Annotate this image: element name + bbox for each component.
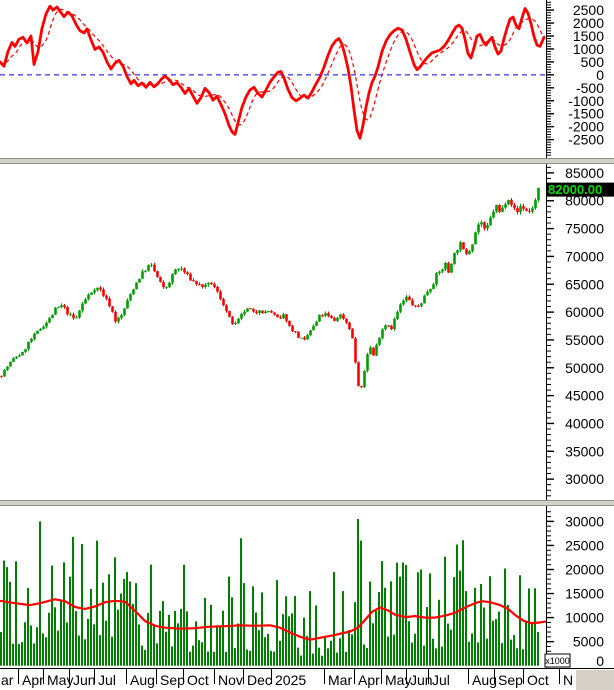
y-axis-tick-label: 45000 — [565, 388, 604, 404]
y-axis-tick-label: 25000 — [565, 537, 604, 553]
month-label: Jun — [410, 672, 433, 688]
month-label: Sep — [160, 672, 185, 688]
y-axis-tick-label: 75000 — [565, 221, 604, 237]
volume-bars — [0, 518, 539, 666]
y-axis-tick-label: 70000 — [565, 248, 604, 264]
month-tick — [126, 669, 127, 684]
month-tick — [156, 669, 157, 684]
month-label: N — [563, 672, 574, 688]
y-axis[interactable]: 25002000150010005000-500-1000-1500-2000-… — [546, 0, 605, 158]
month-tick — [183, 669, 184, 684]
month-tick — [214, 669, 215, 684]
y-axis-tick-label: 55000 — [565, 332, 604, 348]
month-tick — [523, 669, 524, 684]
month-tick — [69, 669, 70, 684]
y-axis-tick-label: 1000 — [573, 41, 604, 57]
month-label: Aug — [472, 672, 497, 688]
month-label: May — [47, 672, 74, 688]
y-axis-tick-label: 30000 — [565, 513, 604, 529]
month-tick — [494, 669, 495, 684]
y-axis-tick-label: 40000 — [565, 415, 604, 431]
last-price-badge — [546, 182, 614, 197]
x-axis-strip[interactable]: ar Apr May Jun Jul Aug Sep Oct Nov Dec 2025 Mar Apr M… — [0, 668, 614, 690]
volume-unit-box — [544, 653, 571, 668]
y-axis-tick-label: 65000 — [565, 276, 604, 292]
panel-volume[interactable]: 30000 25000 20000 15000 10000 5000 0 x1000 — [0, 506, 614, 669]
month-label: Sep — [498, 672, 523, 688]
month-tick — [94, 669, 95, 684]
y-axis-tick-label: 60000 — [565, 304, 604, 320]
y-axis-tick-label: 80000 — [565, 193, 604, 209]
panel-splitter-2[interactable] — [0, 500, 614, 506]
y-axis-tick-label: 2000 — [573, 15, 604, 31]
oscillator-signal-line — [0, 8, 545, 126]
month-label: Dec — [247, 672, 272, 688]
month-tick — [559, 669, 560, 684]
month-label: Aug — [130, 672, 155, 688]
y-axis-tick-label: -2500 — [568, 132, 604, 148]
y-axis-tick-label: 10000 — [565, 610, 604, 626]
y-axis-tick-label: 0 — [596, 67, 604, 83]
month-tick — [324, 669, 325, 684]
month-label: Apr — [358, 672, 380, 688]
panel-price[interactable]: 85000 80000 75000 70000 65000 60000 55000 50000… — [0, 164, 614, 500]
y-axis-tick-label: 30000 — [565, 471, 604, 487]
y-axis[interactable]: 85000 80000 75000 70000 65000 60000 55000 50000… — [546, 164, 605, 500]
y-axis-tick-label: -2000 — [568, 119, 604, 135]
volume-ma-line — [0, 598, 547, 641]
panel-oscillator[interactable]: 25002000150010005000-500-1000-1500-2000-… — [0, 0, 614, 158]
volume-unit-label: x1000 — [545, 656, 570, 666]
month-label: Nov — [218, 672, 243, 688]
month-tick — [18, 669, 19, 684]
month-tick — [406, 669, 407, 684]
y-axis-tick-label: -500 — [576, 80, 604, 96]
month-label: Mar — [328, 672, 353, 688]
y-axis-tick-label: -1500 — [568, 106, 604, 122]
y-axis-tick-label: 20000 — [565, 561, 604, 577]
axis-corner-filler — [576, 670, 614, 690]
month-label: Jul — [98, 672, 116, 688]
month-tick — [468, 669, 469, 684]
month-tick — [243, 669, 244, 684]
month-label: Oct — [527, 672, 549, 688]
y-axis-tick-label: 15000 — [565, 586, 604, 602]
month-label: Oct — [187, 672, 209, 688]
y-axis-tick-label: 0 — [596, 653, 604, 669]
y-axis-tick-label: 1500 — [573, 28, 604, 44]
month-label: May — [385, 672, 412, 688]
month-tick — [271, 669, 272, 684]
month-label: Jun — [73, 672, 96, 688]
month-label: Apr — [22, 672, 44, 688]
y-axis-tick-label: 500 — [581, 54, 605, 70]
panel-splitter-1[interactable] — [0, 158, 614, 164]
candles — [0, 187, 540, 389]
month-tick — [43, 669, 44, 684]
y-axis-tick-label: -1000 — [568, 93, 604, 109]
y-axis-tick-label: 35000 — [565, 443, 604, 459]
month-label: Jul — [432, 672, 450, 688]
oscillator-line — [0, 4, 546, 140]
y-axis-tick-label: 85000 — [565, 165, 604, 181]
y-axis-tick-label: 50000 — [565, 360, 604, 376]
month-label: 2025 — [275, 672, 307, 688]
y-axis-tick-label: 5000 — [573, 634, 604, 650]
y-axis[interactable]: 30000 25000 20000 15000 10000 5000 0 — [546, 506, 605, 669]
y-axis-tick-label: 2500 — [573, 2, 604, 18]
month-tick — [428, 669, 429, 684]
last-price-badge-text: 82000.00 — [548, 182, 602, 197]
month-tick — [381, 669, 382, 684]
month-label: ar — [1, 672, 14, 688]
month-tick — [354, 669, 355, 684]
